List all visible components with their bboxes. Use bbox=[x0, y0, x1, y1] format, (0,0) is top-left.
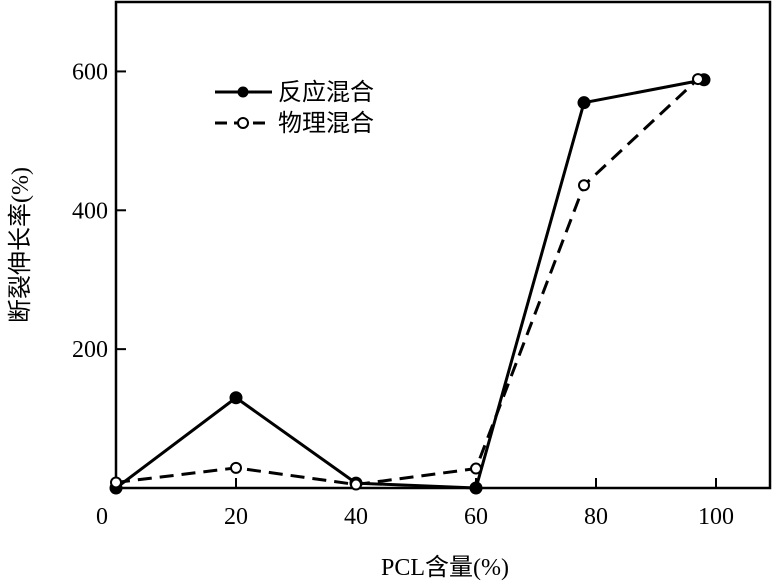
series-line-0 bbox=[115, 78, 705, 490]
legend: 反应混合 物理混合 bbox=[215, 79, 374, 137]
legend-marker-open bbox=[237, 117, 249, 129]
data-point-1 bbox=[470, 462, 482, 475]
x-axis-label: PCL含量(%) bbox=[381, 554, 509, 581]
x-tick-label: 40 bbox=[344, 504, 368, 530]
y-tick-label: 400 bbox=[72, 198, 108, 224]
data-point-1 bbox=[230, 461, 242, 474]
legend-label-0: 反应混合 bbox=[278, 79, 374, 106]
x-tick-label: 60 bbox=[464, 504, 488, 530]
x-tick-label: 20 bbox=[224, 504, 248, 530]
data-point-1 bbox=[110, 476, 122, 489]
legend-label-1: 物理混合 bbox=[278, 110, 374, 137]
data-point-0 bbox=[577, 96, 591, 110]
data-point-0 bbox=[469, 481, 483, 495]
x-tick-label: 80 bbox=[584, 504, 608, 530]
y-tick-label: 200 bbox=[72, 337, 108, 363]
origin-label: 0 bbox=[96, 504, 108, 530]
x-tick-label: 100 bbox=[698, 504, 734, 530]
series-line-1 bbox=[115, 77, 700, 487]
data-point-1 bbox=[692, 73, 704, 86]
legend-marker-filled bbox=[237, 86, 249, 98]
y-tick-label: 600 bbox=[72, 59, 108, 85]
y-axis-label: 断裂伸长率(%) bbox=[7, 167, 34, 323]
data-point-1 bbox=[578, 179, 590, 192]
data-point-1 bbox=[350, 478, 362, 491]
data-point-0 bbox=[229, 391, 243, 405]
